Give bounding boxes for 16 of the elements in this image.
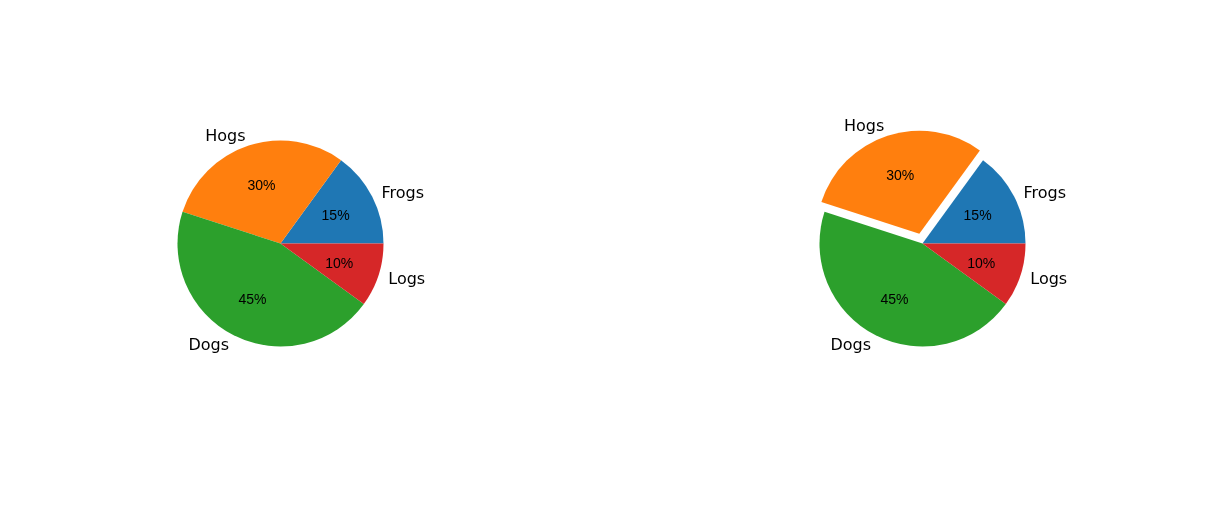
data-label: 30%: [247, 176, 276, 193]
data-label: 45%: [238, 290, 267, 307]
slice-label: Dogs: [188, 334, 230, 354]
slice-label: Hogs: [205, 126, 246, 146]
slice-label: Dogs: [830, 334, 872, 354]
data-label: 15%: [321, 207, 350, 224]
data-label: 15%: [963, 207, 992, 224]
slice-label: Logs: [388, 269, 426, 289]
data-label: 45%: [880, 290, 909, 307]
data-label: 30%: [886, 166, 915, 183]
slice-label: Hogs: [843, 116, 885, 136]
slice-label: Logs: [1030, 269, 1068, 289]
slice-label: Frogs: [381, 182, 424, 202]
data-label: 10%: [967, 254, 996, 271]
slice-label: Frogs: [1023, 182, 1066, 202]
data-label: 10%: [325, 254, 354, 271]
